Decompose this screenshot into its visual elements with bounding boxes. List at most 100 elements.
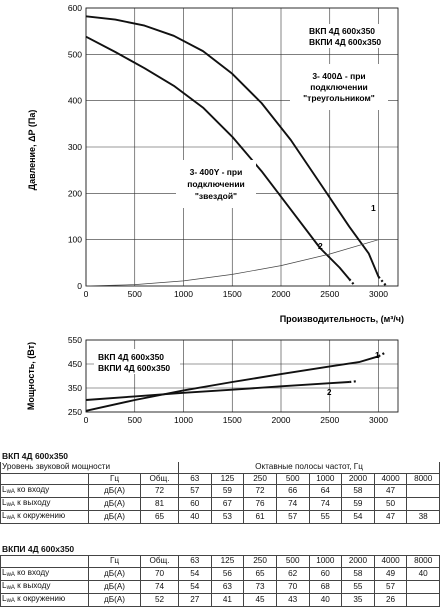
star-annotation-line1: 3- 400Y - при [190,167,243,177]
power-series-1-dotted-line [377,351,387,358]
pressure-x-axis-label: Производительность, (м³/ч) [280,314,404,324]
pressure-y-tick-label: 0 [77,281,82,291]
table1-total-header: Общ. [140,472,179,485]
pressure-x-tick-label: 1500 [223,289,242,299]
pressure-y-tick-label: 600 [68,3,82,13]
pressure-x-tick-label: 3000 [369,289,388,299]
table2: Гц Общ. 63 125 250 500 1000 2000 4000 80… [0,555,440,607]
row-value: 57 [178,484,212,498]
power-tick-labels: 0 500 1000 1500 2000 2500 3000 250 350 450 550 [68,335,388,425]
row-value: 72 [243,484,277,498]
delta-annotation-bg [290,64,388,110]
row-value: 55 [308,510,343,524]
row-value: 49 [373,566,408,581]
pressure-x-tick-label: 2000 [272,289,291,299]
row-value: 57 [275,510,310,524]
row-value: 70 [275,579,310,594]
row-value: 40 [406,566,440,581]
power-x-tick-label: 2500 [320,415,339,425]
delta-annotation: 3- 400Δ - при подключении "треугольником… [290,64,388,110]
row-total: 72 [140,484,179,498]
pressure-model-label-2: ВКПИ 4Д 600x350 [309,37,381,47]
table2-freq-63: 63 [178,555,212,568]
row-value: 47 [373,510,408,524]
table2-freq-1000: 1000 [308,555,343,568]
row-value: 53 [210,510,245,524]
power-curve-label-2: 2 [327,388,332,397]
pressure-model-label-1: ВКП 4Д 600x350 [309,26,375,36]
row-label: LwA ко входу [0,566,89,581]
pressure-curve-label-2: 2 [318,241,323,251]
table2-freq-500: 500 [275,555,310,568]
row-value: 60 [308,566,343,581]
table2-freq-250: 250 [243,555,277,568]
table1-freq-2000: 2000 [341,472,375,485]
table1-empty-cell [0,472,89,485]
table1-freq-8000: 8000 [406,472,440,485]
row-value [406,579,440,594]
row-value: 67 [210,497,245,511]
row-value: 65 [243,566,277,581]
row-value: 59 [210,484,245,498]
row-value: 64 [308,484,343,498]
row-value: 74 [275,497,310,511]
pressure-model-box: ВКП 4Д 600x350 ВКПИ 4Д 600x350 [303,24,387,48]
row-value: 38 [406,510,440,524]
delta-annotation-line3: "треугольником" [303,93,375,103]
pressure-grid [85,7,399,287]
row-value: 40 [178,510,212,524]
row-value: 62 [275,566,310,581]
table-row: LwA к выходу дБ(А) 74 54 63 73 70 68 55 … [0,579,440,594]
table2-freq-8000: 8000 [406,555,440,568]
power-model-label-1: ВКП 4Д 600x350 [98,352,164,362]
power-model-box-bg [94,349,180,374]
row-value: 56 [210,566,245,581]
table2-total-header: Общ. [140,555,179,568]
row-total: 70 [140,566,179,581]
row-unit: дБ(А) [88,579,141,594]
pressure-y-tick-label: 400 [68,96,82,106]
table1: Уровень звуковой мощности Октавные полос… [0,462,440,524]
row-value: 47 [373,484,408,498]
row-value: 61 [243,510,277,524]
row-value: 74 [308,497,343,511]
pressure-plot-frame [85,7,399,287]
table1-freq-125: 125 [210,472,245,485]
pressure-x-tick-label: 1000 [174,289,193,299]
table1-octave-label: Октавные полосы частот, Гц [178,462,440,474]
table-row: LwA ко входу дБ(А) 70 54 56 65 62 60 58 … [0,566,440,581]
row-unit: дБ(А) [88,484,141,498]
row-value: 54 [178,579,212,594]
power-series-2-solid-line [85,381,350,401]
table1-freq-250: 250 [243,472,277,485]
table1-header-row-2: Гц Общ. 63 125 250 500 1000 2000 4000 80… [0,472,440,485]
table-row: LwA к выходу дБ(А) 81 60 67 76 74 74 59 … [0,497,440,511]
row-total: 81 [140,497,179,511]
pressure-y-tick-label: 100 [68,235,82,245]
power-model-box: ВКП 4Д 600x350 ВКПИ 4Д 600x350 [94,349,180,374]
table2-hz-header: Гц [88,555,141,568]
table1-title: ВКП 4Д 600x350 [2,451,69,461]
row-value: 63 [210,579,245,594]
pressure-y-tick-label: 200 [68,188,82,198]
table2-title: ВКПИ 4Д 600x350 [2,544,75,554]
power-series [85,351,387,412]
row-unit: дБ(А) [88,510,141,524]
power-plot-frame [85,339,399,413]
pressure-series-1-dotted-line [377,275,388,287]
power-y-axis-label: Мощность, (Вт) [26,342,36,410]
row-total: 74 [140,579,179,594]
table1-freq-1000: 1000 [308,472,343,485]
pressure-chart: 0 500 1000 1500 2000 2500 3000 0 100 200 300 400 500… [27,3,404,324]
power-y-tick-label: 350 [68,383,82,393]
row-value: 73 [243,579,277,594]
table-row: LwA к окружению дБ(А) 65 40 53 61 57 55 … [0,510,440,524]
power-curve-label-1: 1 [375,351,380,360]
row-label: LwA к выходу [0,497,89,511]
pressure-curve-label-1: 1 [371,203,376,213]
power-series-1-solid-line [85,355,379,412]
table1-sound-power-label: Уровень звуковой мощности [0,462,179,474]
power-chart: 0 500 1000 1500 2000 2500 3000 250 350 450 550 Мощ… [26,335,399,425]
delta-annotation-line1: 3- 400Δ - при [312,71,365,81]
row-value [406,497,440,511]
